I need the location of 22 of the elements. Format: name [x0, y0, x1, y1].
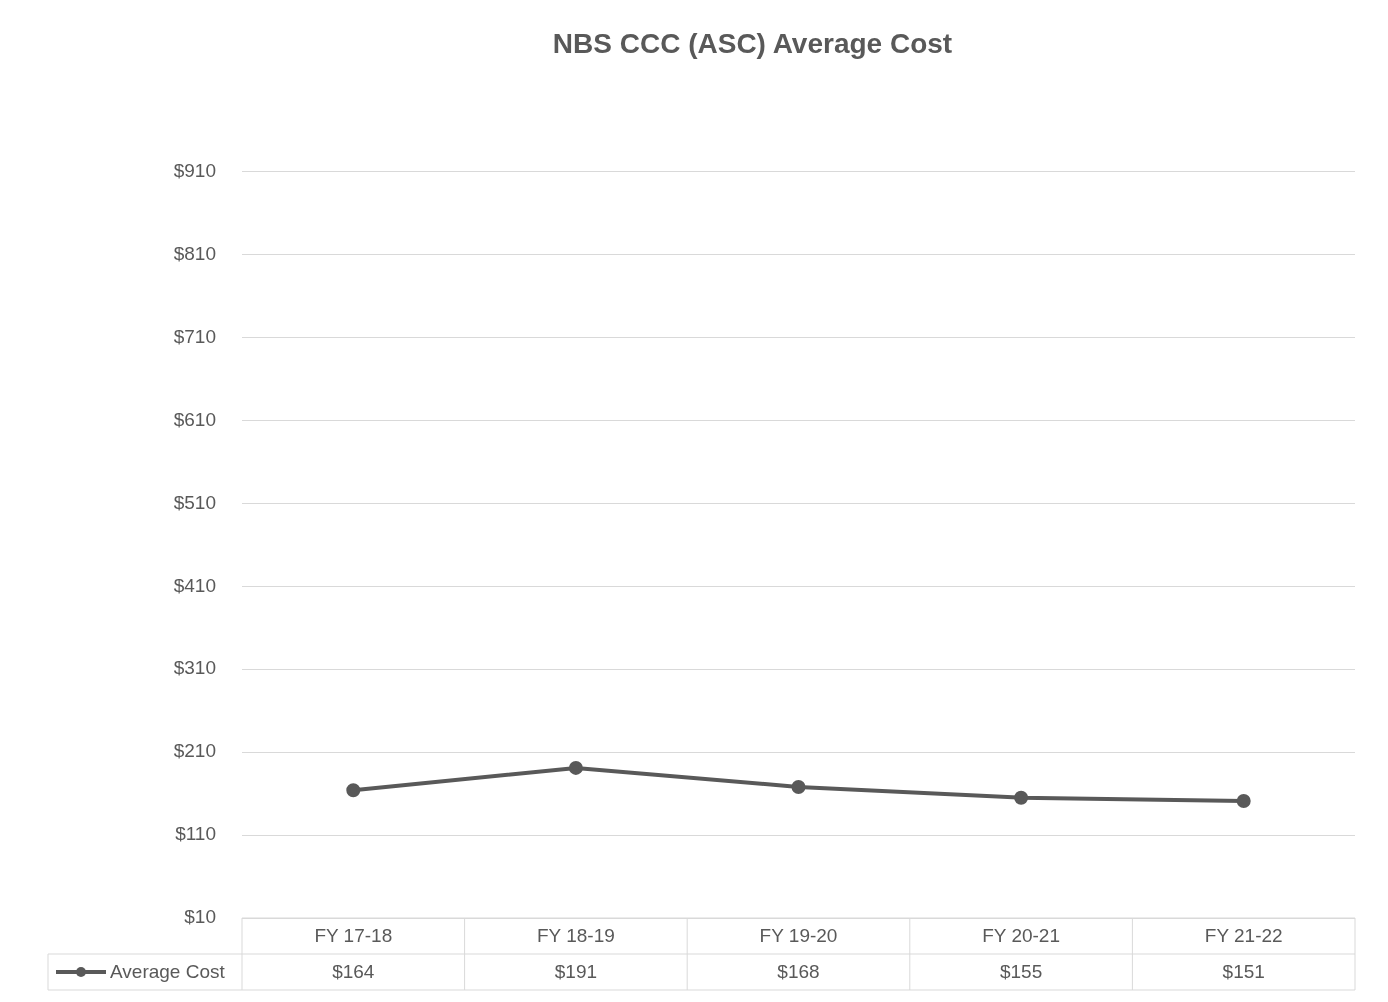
- data-label: $155: [999, 961, 1043, 983]
- y-tick-label: $410: [173, 574, 216, 596]
- x-tick-label: FY 21-22: [1204, 925, 1283, 947]
- x-tick-label: FY 20-21: [982, 925, 1061, 947]
- chart-title: NBS CCC (ASC) Average Cost: [552, 27, 953, 59]
- y-tick-label: $810: [173, 242, 216, 264]
- data-label: $191: [554, 961, 598, 983]
- y-tick-label: $610: [173, 408, 216, 430]
- y-tick-label: $10: [184, 906, 216, 928]
- x-tick-label: FY 19-20: [759, 925, 838, 947]
- y-tick-label: $710: [173, 325, 216, 347]
- y-tick-label: $210: [173, 740, 216, 762]
- data-label: $151: [1222, 961, 1265, 983]
- x-tick-label: FY 18-19: [536, 925, 615, 947]
- y-tick-label: $910: [173, 159, 216, 181]
- y-tick-label: $110: [175, 823, 216, 845]
- y-tick-label: $510: [173, 491, 216, 513]
- data-label: $164: [332, 961, 375, 983]
- x-tick-label: FY 17-18: [314, 925, 393, 947]
- legend-label: Average Cost: [110, 961, 226, 983]
- data-label: $168: [777, 961, 820, 983]
- y-tick-label: $310: [173, 657, 216, 679]
